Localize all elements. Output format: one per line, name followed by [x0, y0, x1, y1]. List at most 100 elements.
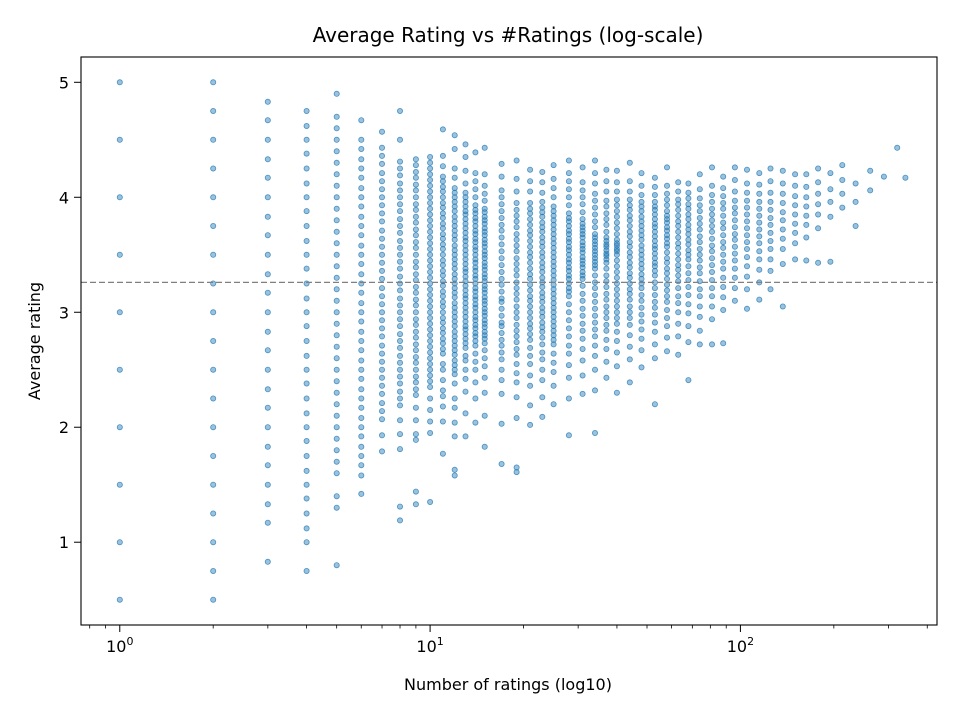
- data-point: [462, 260, 469, 267]
- data-point: [638, 271, 645, 278]
- data-point: [378, 293, 385, 300]
- data-point: [462, 167, 469, 174]
- data-point: [527, 199, 534, 206]
- data-point: [592, 333, 599, 340]
- data-point: [709, 255, 716, 262]
- data-point: [792, 256, 799, 263]
- data-point: [664, 275, 671, 282]
- data-point: [358, 433, 365, 440]
- data-point: [333, 378, 340, 385]
- data-point: [303, 150, 310, 157]
- data-point: [592, 319, 599, 326]
- data-point: [651, 259, 658, 266]
- data-point: [550, 304, 557, 311]
- data-point: [264, 232, 271, 239]
- data-point: [358, 251, 365, 258]
- data-point: [451, 285, 458, 292]
- data-point: [550, 286, 557, 293]
- data-point: [603, 228, 610, 235]
- data-point: [527, 303, 534, 310]
- data-point: [696, 251, 703, 258]
- data-point: [451, 185, 458, 192]
- data-point: [358, 232, 365, 239]
- y-axis-ticks: 1 2 3 4 5: [59, 73, 81, 552]
- data-point: [638, 326, 645, 333]
- data-point: [550, 323, 557, 330]
- data-point: [626, 274, 633, 281]
- data-point: [333, 435, 340, 442]
- data-point: [550, 258, 557, 265]
- data-point: [839, 204, 846, 211]
- data-point: [427, 349, 434, 356]
- data-point: [539, 289, 546, 296]
- data-point: [427, 314, 434, 321]
- data-point: [803, 212, 810, 219]
- data-point: [626, 309, 633, 316]
- data-point: [427, 326, 434, 333]
- data-point: [116, 309, 123, 316]
- data-point: [462, 352, 469, 359]
- data-point: [378, 358, 385, 365]
- data-point: [210, 280, 217, 287]
- data-point: [451, 300, 458, 307]
- data-point: [396, 316, 403, 323]
- data-point: [664, 190, 671, 197]
- data-point: [427, 153, 434, 160]
- data-point: [412, 271, 419, 278]
- data-point: [675, 333, 682, 340]
- data-point: [396, 187, 403, 194]
- data-point: [264, 424, 271, 431]
- data-point: [513, 236, 520, 243]
- data-point: [779, 180, 786, 187]
- data-point: [462, 291, 469, 298]
- data-point: [685, 189, 692, 196]
- data-point: [451, 313, 458, 320]
- data-point: [767, 229, 774, 236]
- data-point: [651, 174, 658, 181]
- data-point: [396, 273, 403, 280]
- data-point: [792, 220, 799, 227]
- data-point: [696, 303, 703, 310]
- data-point: [592, 285, 599, 292]
- data-point: [744, 204, 751, 211]
- data-point: [527, 254, 534, 261]
- data-point: [333, 263, 340, 270]
- data-point: [498, 248, 505, 255]
- data-point: [303, 251, 310, 258]
- data-point: [779, 303, 786, 310]
- data-point: [498, 356, 505, 363]
- data-point: [709, 222, 716, 229]
- data-point: [731, 274, 738, 281]
- data-point: [396, 331, 403, 338]
- data-point: [638, 218, 645, 225]
- data-point: [303, 481, 310, 488]
- data-point: [264, 136, 271, 143]
- data-point: [626, 196, 633, 203]
- data-point: [481, 389, 488, 396]
- data-point: [472, 178, 479, 185]
- data-point: [592, 204, 599, 211]
- data-point: [696, 239, 703, 246]
- data-point: [427, 355, 434, 362]
- data-point: [603, 283, 610, 290]
- data-point: [481, 340, 488, 347]
- data-point: [756, 198, 763, 205]
- data-point: [472, 313, 479, 320]
- data-point: [439, 360, 446, 367]
- data-point: [264, 386, 271, 393]
- data-point: [481, 294, 488, 301]
- data-point: [396, 503, 403, 510]
- data-point: [378, 218, 385, 225]
- data-point: [462, 141, 469, 148]
- data-point: [731, 224, 738, 231]
- data-point: [579, 305, 586, 312]
- data-point: [638, 198, 645, 205]
- data-point: [827, 186, 834, 193]
- data-point: [709, 182, 716, 189]
- data-point: [333, 424, 340, 431]
- data-point: [651, 233, 658, 240]
- data-point: [767, 214, 774, 221]
- data-point: [550, 318, 557, 325]
- data-point: [412, 258, 419, 265]
- data-point: [513, 321, 520, 328]
